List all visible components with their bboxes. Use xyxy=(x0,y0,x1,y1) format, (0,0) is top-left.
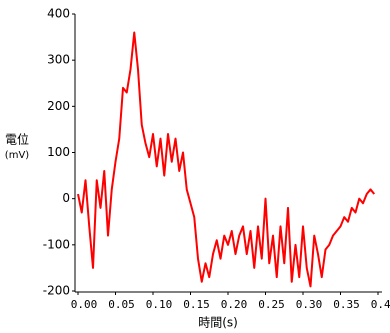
y-tick-label: 200 xyxy=(47,99,70,113)
x-tick-label: 0.05 xyxy=(108,298,135,311)
y-tick-label: 300 xyxy=(47,53,70,67)
x-tick-label: 0.20 xyxy=(221,298,248,311)
y-axis-label: (mV) xyxy=(5,150,29,161)
x-tick-label: 0.25 xyxy=(258,298,285,311)
x-tick-label: 0.30 xyxy=(296,298,323,311)
y-axis-label: 電位 xyxy=(5,132,29,147)
y-tick-label: 400 xyxy=(47,7,70,21)
data-line xyxy=(77,31,376,288)
x-tick-label: 0.15 xyxy=(183,298,210,311)
y-tick-label: -100 xyxy=(43,237,70,251)
y-tick-label: 100 xyxy=(47,145,70,159)
x-tick-label: 0.00 xyxy=(71,298,98,311)
y-tick-label: 0 xyxy=(62,191,70,205)
x-tick-label: 0.35 xyxy=(333,298,360,311)
x-tick-label: 0.10 xyxy=(146,298,173,311)
x-axis-label: 時間(s) xyxy=(198,316,238,330)
x-tick-label: 0.40 xyxy=(371,298,390,311)
y-tick-label: -200 xyxy=(43,284,70,298)
